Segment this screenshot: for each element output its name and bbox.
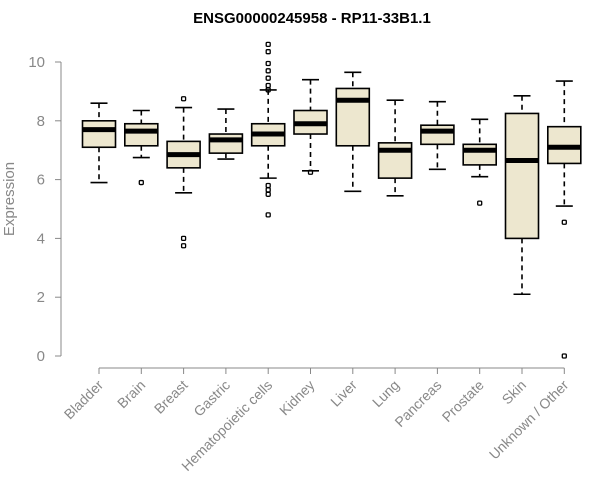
box-group: [377, 99, 413, 197]
x-tick-label: Pancreas: [391, 377, 444, 430]
outlier-point: [265, 187, 271, 193]
x-tick-label: Kidney: [276, 377, 318, 419]
outlier-point: [265, 87, 271, 93]
x-tick-label: Lung: [369, 377, 402, 410]
x-tick-label: Prostate: [439, 377, 487, 425]
box-group: [81, 102, 117, 184]
outlier-point: [265, 82, 271, 89]
box-group: [462, 118, 498, 206]
box-group: [166, 96, 201, 249]
x-tick-label: Bladder: [61, 377, 107, 423]
x-tick-label: Unknown / Other: [486, 377, 572, 463]
y-tick-label: 10: [28, 54, 45, 71]
box-iqr: [124, 122, 159, 147]
outlier-point: [180, 96, 187, 102]
box-group: [335, 71, 371, 193]
box-group: [293, 78, 328, 175]
outlier-point: [138, 179, 144, 186]
x-tick-label: Brain: [114, 377, 148, 411]
outlier-point: [561, 219, 567, 225]
x-tick-label: Breast: [151, 377, 191, 417]
box-group: [250, 41, 286, 218]
outlier-point: [265, 191, 271, 197]
y-tick-label: 6: [37, 172, 45, 189]
outlier-point: [265, 182, 271, 189]
outlier-point: [265, 60, 271, 67]
box-group: [124, 109, 159, 186]
box-iqr: [462, 143, 498, 166]
box-group: [420, 100, 455, 171]
y-tick-label: 4: [37, 230, 45, 247]
outlier-point: [477, 200, 483, 206]
box-group: [504, 95, 540, 296]
box-iqr: [504, 112, 540, 240]
outlier-point: [180, 235, 187, 242]
outlier-point: [265, 75, 271, 81]
y-tick-label: 2: [37, 289, 45, 306]
chart-title: ENSG00000245958 - RP11-33B1.1: [193, 10, 431, 27]
box-iqr: [81, 120, 117, 149]
outlier-point: [265, 212, 271, 218]
box-iqr: [335, 87, 371, 147]
outlier-point: [265, 49, 271, 55]
y-axis: 0 2 4 6 8 10: [28, 54, 62, 365]
outlier-point: [307, 169, 314, 175]
box-iqr: [420, 124, 455, 146]
outlier-point: [265, 41, 271, 48]
box-iqr: [208, 133, 244, 154]
y-axis-label: Expression: [1, 162, 18, 236]
box-group: [208, 108, 244, 160]
x-tick-label: Skin: [499, 377, 530, 408]
y-tick-label: 8: [37, 113, 45, 130]
y-tick-label: 0: [37, 348, 45, 365]
outlier-point: [265, 68, 271, 74]
outlier-point: [180, 243, 187, 249]
outlier-point: [561, 353, 567, 359]
plot-area: [81, 41, 582, 359]
box-group: [546, 80, 582, 359]
x-tick-label: Liver: [327, 377, 360, 410]
